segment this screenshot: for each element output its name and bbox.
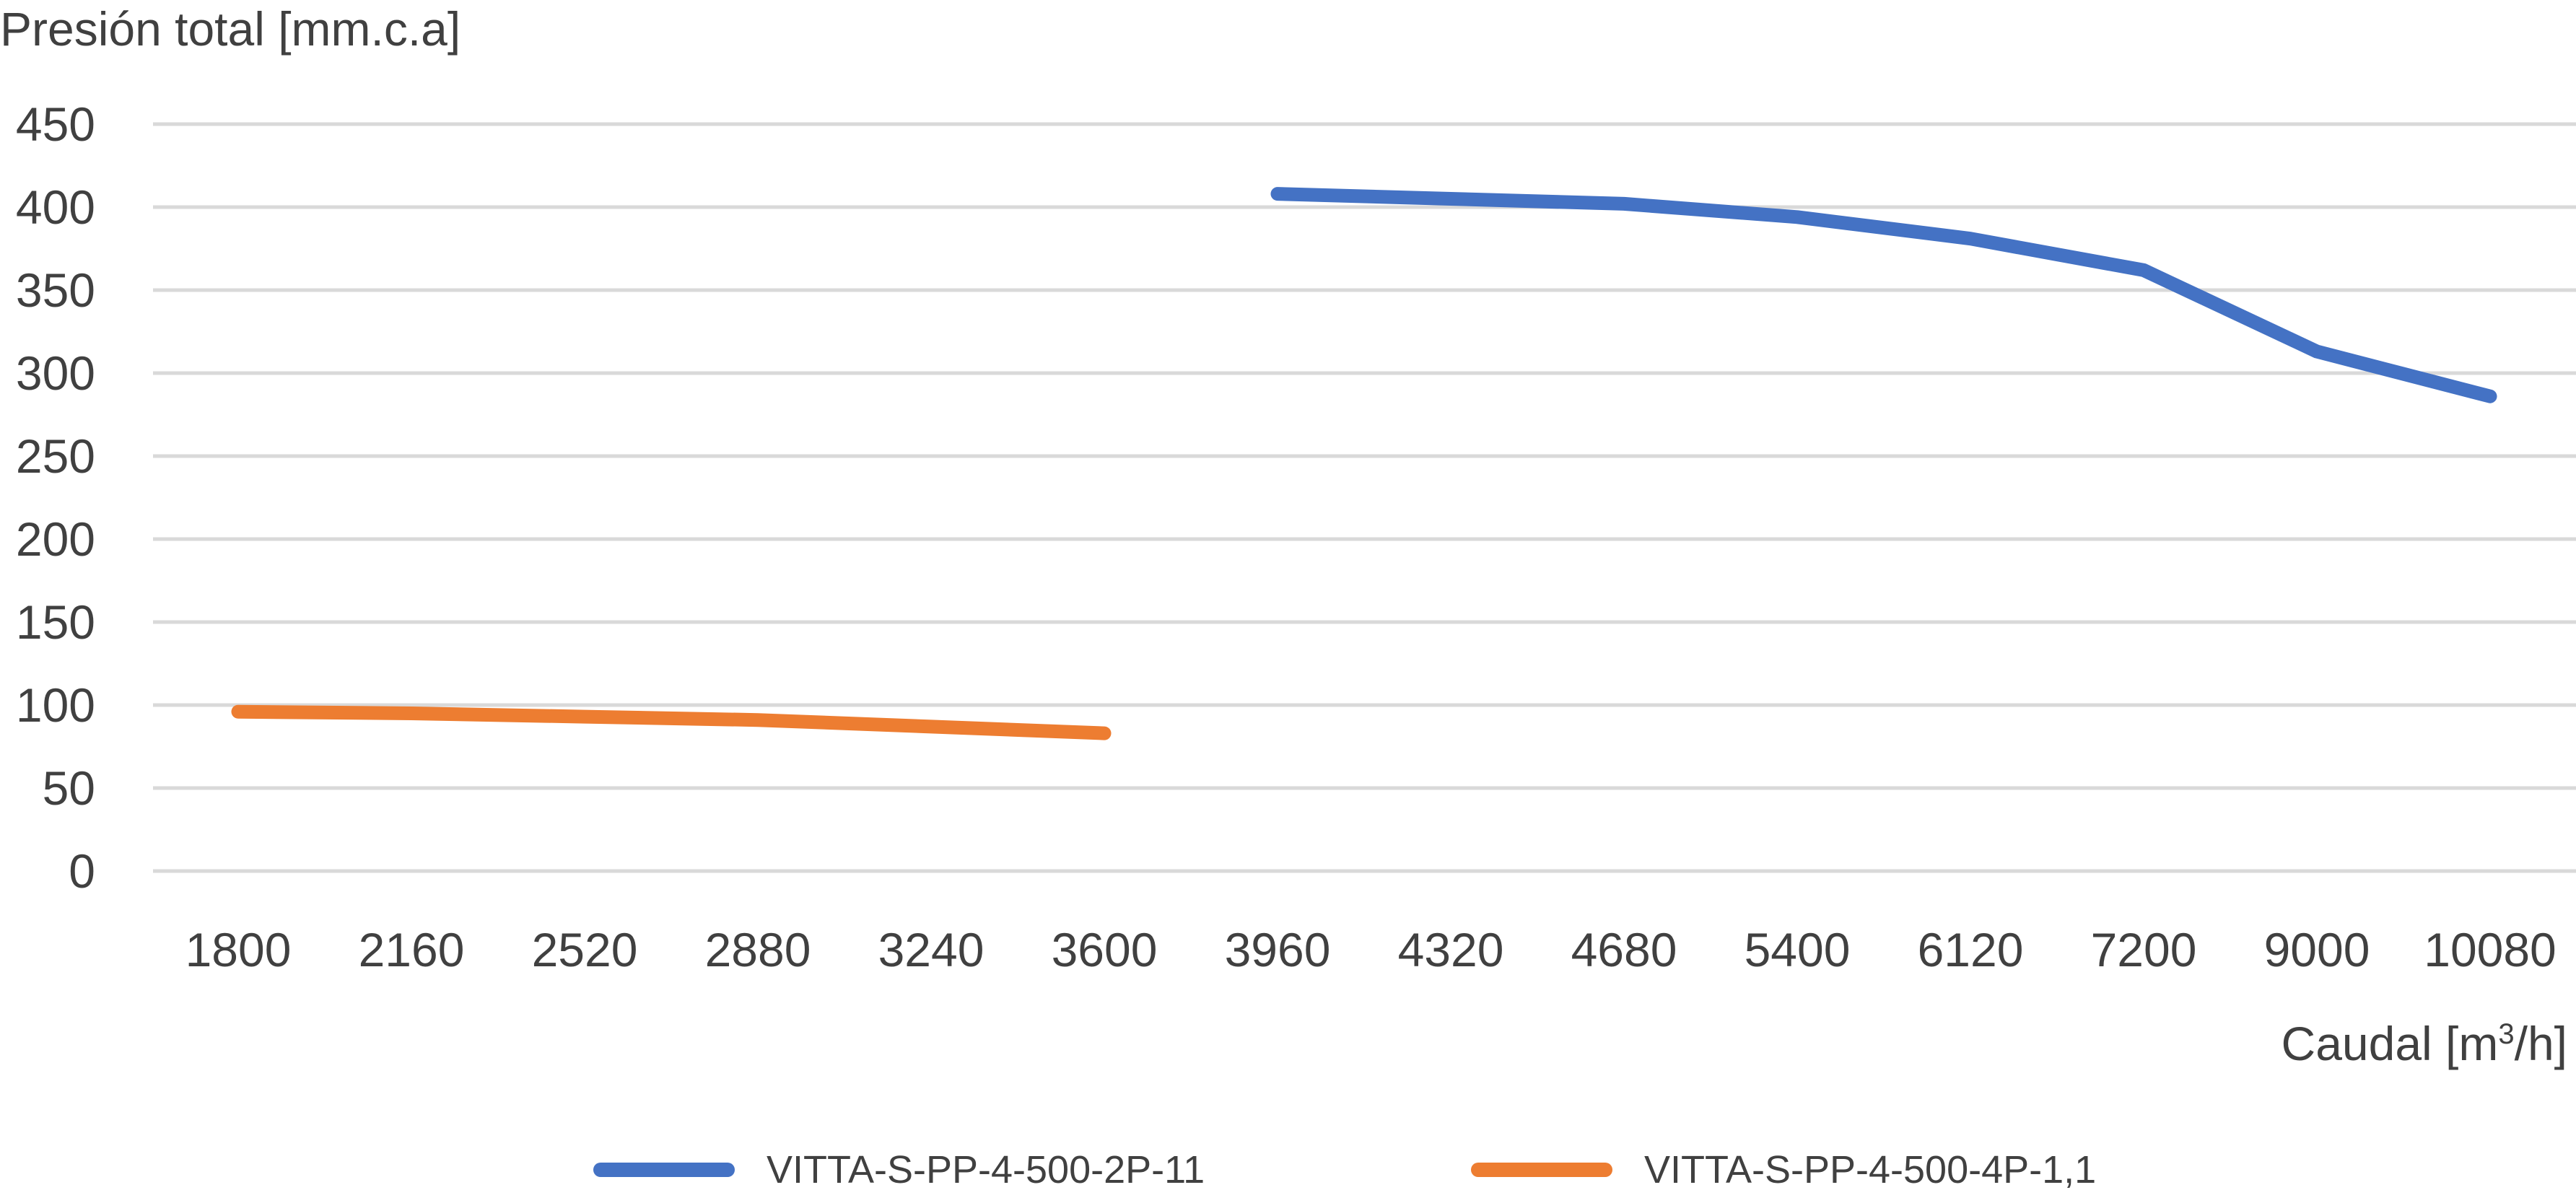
y-tick-label: 250 [16, 429, 95, 483]
x-axis-title-end: /h] [2514, 1017, 2567, 1070]
series-line-2 [231, 704, 1112, 740]
y-tick-label: 300 [16, 346, 95, 400]
legend-swatch-series-1 [593, 1163, 735, 1177]
x-tick-label: 9000 [2264, 923, 2370, 976]
x-axis-title-main: Caudal [m [2281, 1017, 2499, 1070]
y-tick-label: 150 [16, 595, 95, 649]
x-tick-label: 2160 [359, 923, 465, 976]
y-tick-label: 50 [43, 761, 95, 815]
y-tick-label: 350 [16, 263, 95, 317]
x-tick-label: 2880 [705, 923, 811, 976]
x-axis-title: Caudal [m3/h] [2282, 1016, 2567, 1071]
x-tick-label: 10080 [2424, 923, 2557, 976]
series-line-1 [1270, 187, 2497, 403]
x-axis-title-superscript: 3 [2498, 1018, 2515, 1050]
legend-item-series-1: VITTA-S-PP-4-500-2P-11 [593, 1147, 1205, 1192]
legend-item-series-2: VITTA-S-PP-4-500-4P-1,1 [1471, 1147, 2096, 1192]
x-tick-label: 1800 [185, 923, 292, 976]
x-tick-label: 4320 [1398, 923, 1504, 976]
y-tick-label: 200 [16, 512, 95, 566]
x-tick-label: 7200 [2091, 923, 2197, 976]
y-tick-label: 0 [69, 844, 95, 898]
x-tick-label: 3240 [878, 923, 984, 976]
x-tick-label: 3600 [1052, 923, 1158, 976]
x-tick-label: 3960 [1225, 923, 1331, 976]
legend-label-series-1: VITTA-S-PP-4-500-2P-11 [767, 1148, 1205, 1191]
legend-label-series-2: VITTA-S-PP-4-500-4P-1,1 [1644, 1148, 2097, 1191]
y-tick-label: 450 [16, 97, 95, 151]
y-axis-title: Presión total [mm.c.a] [0, 2, 461, 56]
x-tick-label: 4680 [1571, 923, 1677, 976]
y-tick-label: 100 [16, 678, 95, 732]
x-tick-label: 6120 [1918, 923, 2024, 976]
x-tick-label: 2520 [532, 923, 638, 976]
legend-swatch-series-2 [1471, 1163, 1612, 1177]
x-tick-label: 5400 [1745, 923, 1851, 976]
y-tick-label: 400 [16, 180, 95, 234]
